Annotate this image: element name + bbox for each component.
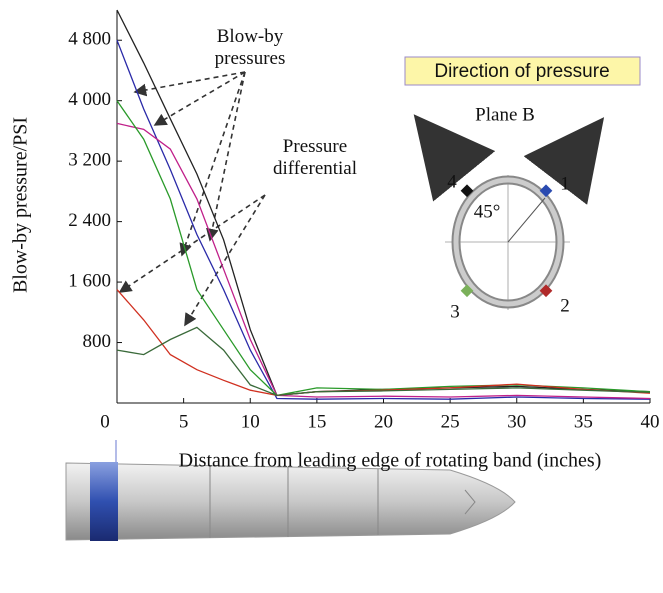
series-line <box>116 326 651 397</box>
projectile <box>65 440 516 541</box>
series-line <box>116 100 651 397</box>
y-tick-label: 2 400 <box>68 210 111 231</box>
y-tick-label: 800 <box>83 331 112 352</box>
annotation: 4 <box>447 171 457 192</box>
legend-box <box>404 56 641 86</box>
x-tick-label: 5 <box>179 411 189 432</box>
x-tick-label: 10 <box>241 411 260 432</box>
x-tick-label: 20 <box>374 411 393 432</box>
x-tick-label: 15 <box>307 411 326 432</box>
x-axis-label: Distance from leading edge of rotating b… <box>179 450 602 472</box>
y-tick-label: 4 000 <box>68 89 111 110</box>
annotation: 3 <box>450 301 460 322</box>
y-tick-label: 3 200 <box>68 150 111 171</box>
y-tick-label: 1 600 <box>68 270 111 291</box>
x-tick-label: 35 <box>574 411 593 432</box>
annotation: Blow-by pressures <box>215 26 286 69</box>
series-line <box>116 39 651 400</box>
x-tick-label: 30 <box>507 411 526 432</box>
annotation: 2 <box>560 295 570 316</box>
pressure-diagram <box>404 56 641 310</box>
annotation: Pressure differential <box>273 136 357 179</box>
x-tick-label: 40 <box>641 411 660 432</box>
annotation: 45° <box>474 201 501 222</box>
annotation: Direction of pressure <box>434 61 609 82</box>
x-tick-label: 0 <box>100 411 110 432</box>
annotation: Plane B <box>475 104 535 125</box>
y-tick-label: 4 800 <box>68 29 111 50</box>
dashed-arrows <box>118 71 266 327</box>
annotation: 1 <box>560 173 570 194</box>
x-tick-label: 25 <box>441 411 460 432</box>
y-axis-label: Blow-by pressure/PSI <box>10 117 32 293</box>
